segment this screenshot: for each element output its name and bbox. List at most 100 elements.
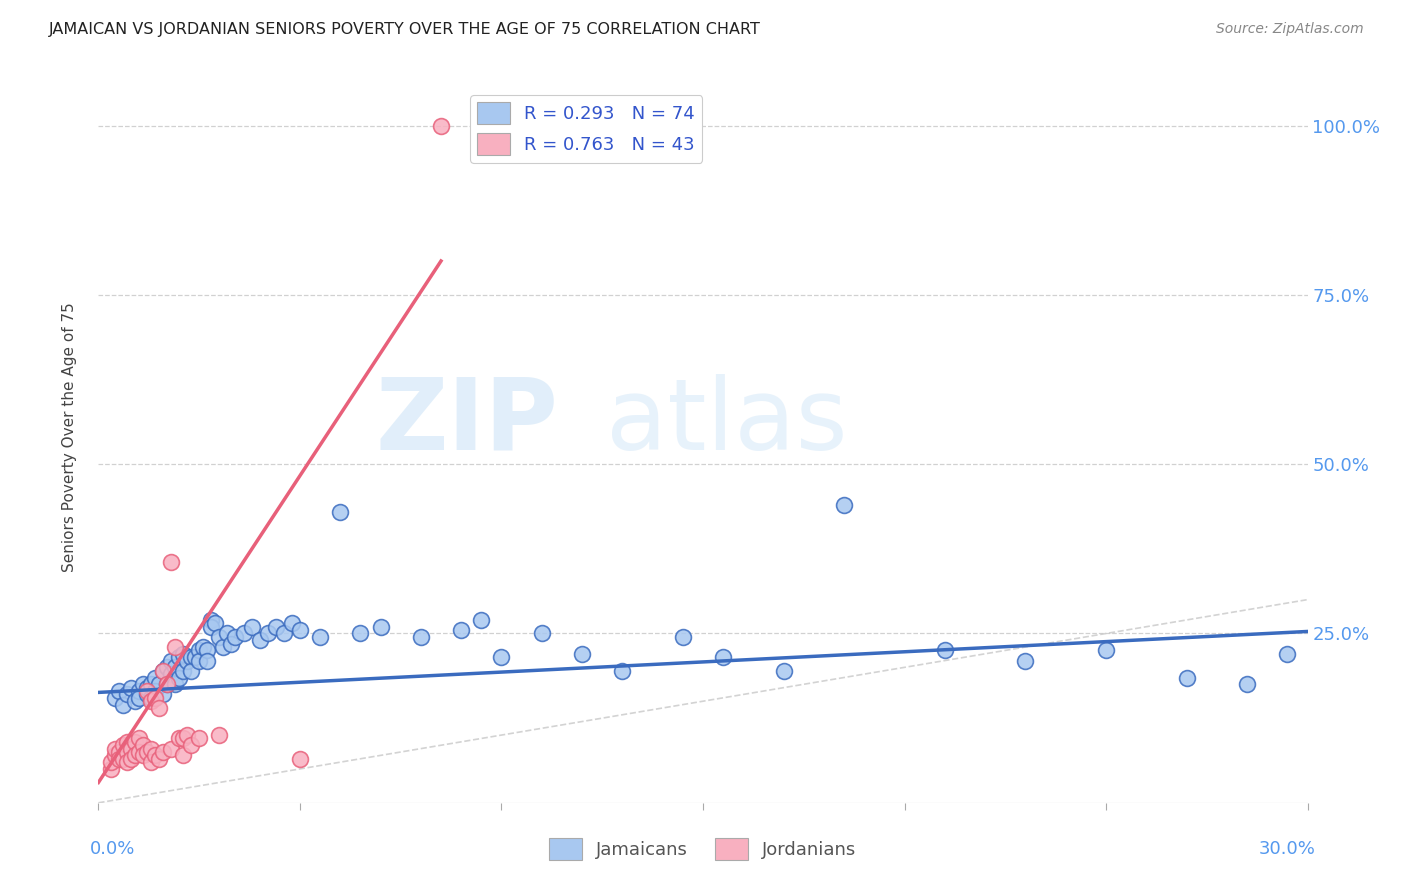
Text: 0.0%: 0.0% — [90, 840, 136, 858]
Point — [240, 620, 263, 634]
Point — [163, 677, 186, 691]
Point — [111, 698, 134, 712]
Point — [139, 690, 162, 705]
Point — [100, 762, 122, 776]
Point — [103, 690, 125, 705]
Point — [120, 741, 142, 756]
Point — [128, 690, 150, 705]
Legend: Jamaicans, Jordanians: Jamaicans, Jordanians — [543, 830, 863, 867]
Point — [135, 745, 157, 759]
Point — [200, 613, 222, 627]
Point — [172, 664, 194, 678]
Point — [135, 681, 157, 695]
Point — [188, 654, 211, 668]
Point — [273, 626, 295, 640]
Point — [172, 748, 194, 763]
Point — [152, 664, 174, 678]
Text: Source: ZipAtlas.com: Source: ZipAtlas.com — [1216, 22, 1364, 37]
Point — [184, 650, 207, 665]
Point — [195, 654, 218, 668]
Point — [188, 643, 211, 657]
Point — [148, 701, 170, 715]
Point — [115, 755, 138, 769]
Point — [139, 694, 162, 708]
Point — [772, 664, 794, 678]
Point — [160, 741, 183, 756]
Point — [212, 640, 235, 654]
Point — [195, 643, 218, 657]
Point — [107, 745, 129, 759]
Point — [167, 671, 190, 685]
Point — [156, 677, 179, 691]
Point — [103, 748, 125, 763]
Point — [221, 637, 243, 651]
Point — [1236, 677, 1258, 691]
Point — [143, 684, 166, 698]
Point — [571, 647, 593, 661]
Point — [430, 119, 453, 133]
Point — [152, 745, 174, 759]
Point — [132, 748, 155, 763]
Point — [450, 623, 472, 637]
Point — [115, 688, 138, 702]
Point — [111, 738, 134, 752]
Point — [193, 640, 215, 654]
Point — [160, 654, 183, 668]
Point — [120, 752, 142, 766]
Point — [139, 755, 162, 769]
Point — [132, 677, 155, 691]
Point — [124, 735, 146, 749]
Point — [120, 681, 142, 695]
Point — [100, 755, 122, 769]
Point — [1277, 647, 1299, 661]
Point — [349, 626, 371, 640]
Point — [530, 626, 553, 640]
Point — [176, 654, 198, 668]
Point — [135, 688, 157, 702]
Point — [180, 650, 202, 665]
Point — [370, 620, 392, 634]
Text: atlas: atlas — [606, 374, 848, 471]
Text: 30.0%: 30.0% — [1258, 840, 1316, 858]
Point — [160, 555, 183, 569]
Point — [281, 616, 304, 631]
Point — [470, 613, 492, 627]
Text: JAMAICAN VS JORDANIAN SENIORS POVERTY OVER THE AGE OF 75 CORRELATION CHART: JAMAICAN VS JORDANIAN SENIORS POVERTY OV… — [49, 22, 761, 37]
Point — [1175, 671, 1198, 685]
Point — [249, 633, 271, 648]
Point — [288, 752, 311, 766]
Point — [711, 650, 734, 665]
Point — [163, 640, 186, 654]
Point — [672, 630, 695, 644]
Point — [152, 688, 174, 702]
Point — [107, 684, 129, 698]
Point — [217, 626, 239, 640]
Point — [103, 741, 125, 756]
Point — [143, 690, 166, 705]
Point — [128, 745, 150, 759]
Point — [176, 728, 198, 742]
Point — [128, 684, 150, 698]
Point — [309, 630, 332, 644]
Point — [329, 505, 352, 519]
Point — [1014, 654, 1036, 668]
Point — [180, 738, 202, 752]
Point — [152, 664, 174, 678]
Point — [224, 630, 246, 644]
Point — [612, 664, 634, 678]
Point — [232, 626, 254, 640]
Point — [148, 752, 170, 766]
Point — [139, 741, 162, 756]
Point — [409, 630, 432, 644]
Point — [180, 664, 202, 678]
Point — [139, 677, 162, 691]
Point — [115, 735, 138, 749]
Point — [832, 498, 855, 512]
Point — [204, 616, 226, 631]
Text: ZIP: ZIP — [375, 374, 558, 471]
Point — [188, 731, 211, 746]
Point — [115, 745, 138, 759]
Point — [163, 660, 186, 674]
Point — [111, 752, 134, 766]
Point — [172, 731, 194, 746]
